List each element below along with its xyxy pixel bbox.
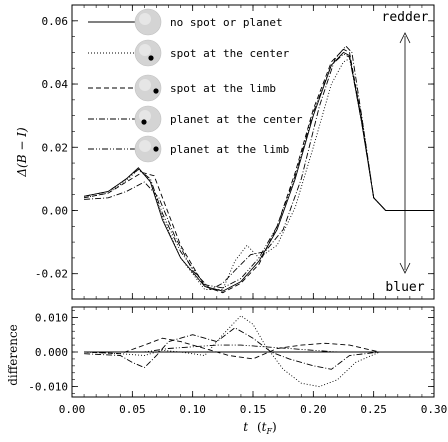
main-panel: -0.02 0.00 0.02 0.04 0.06 no spot or planet sp… — [35, 4, 435, 300]
diff-series-spot-at-the-center — [84, 315, 434, 388]
star-highlight-icon — [139, 79, 151, 91]
main-series-planet-at-the-center — [84, 45, 434, 291]
x-axis-label: t (tF) — [243, 420, 276, 436]
star-highlight-icon — [139, 44, 151, 56]
difference-panel: -0.010 0.000 0.010 0.00 0.05 0.10 0.15 0.20 0.25… — [28, 306, 448, 416]
main-series-spot-at-the-center — [84, 58, 434, 290]
main-ytick-label: 0.00 — [42, 204, 69, 217]
x-tick-label: 0.10 — [179, 403, 206, 416]
main-ytick-label: 0.04 — [42, 78, 69, 91]
main-y-axis-label: Δ(B − I) — [15, 127, 29, 178]
legend-label-planet-at-the-limb: planet at the limb — [170, 143, 289, 156]
x-axis-label-subscript: F — [265, 427, 272, 436]
annotation-redder: redder — [382, 10, 429, 25]
diff-ytick-label: 0.010 — [35, 311, 68, 324]
x-axis-label-unit: t — [262, 420, 267, 434]
annotation-bluer: bluer — [385, 280, 424, 295]
planet-dot-icon — [153, 146, 159, 152]
main-ytick-label: 0.02 — [42, 141, 69, 154]
main-ytick-label: -0.02 — [35, 268, 68, 281]
legend-label-spot-at-the-center: spot at the center — [170, 47, 290, 60]
diff-y-axis-label: difference — [6, 324, 20, 386]
x-axis-label-var: t — [243, 420, 248, 434]
main-series-planet-at-the-limb — [84, 53, 434, 289]
star-highlight-icon — [139, 13, 151, 25]
diff-ytick-label: -0.010 — [28, 381, 68, 394]
x-axis-label-paren-close: ) — [272, 420, 277, 434]
legend: no spot or planet spot at the center spot … — [88, 8, 303, 163]
x-tick-label: 0.25 — [360, 403, 387, 416]
legend-label-spot-at-the-limb: spot at the limb — [170, 82, 276, 95]
planet-dot-icon — [141, 119, 147, 125]
star-highlight-icon — [139, 140, 151, 152]
diff-series-planet-at-the-limb — [84, 344, 434, 353]
diff-series-spot-at-the-limb — [84, 337, 434, 360]
x-axis-label-paren-open: ( — [257, 420, 262, 434]
x-tick-label: 0.20 — [300, 403, 327, 416]
legend-label-planet-at-the-center: planet at the center — [170, 113, 303, 126]
spot-dot-icon — [153, 88, 159, 94]
diff-series-planet-at-the-center — [84, 327, 434, 370]
diff-ytick-label: 0.000 — [35, 346, 68, 359]
main-series-spot-at-the-limb — [84, 48, 434, 294]
star-highlight-icon — [139, 110, 151, 122]
x-tick-label: 0.05 — [119, 403, 146, 416]
x-tick-label: 0.00 — [59, 403, 86, 416]
main-ytick-label: 0.06 — [42, 15, 69, 28]
x-tick-label: 0.15 — [240, 403, 267, 416]
bluer-arrow-icon — [399, 262, 411, 274]
spot-dot-icon — [148, 55, 154, 61]
redder-arrow-icon — [399, 32, 411, 44]
legend-label-no-spot-or-planet: no spot or planet — [170, 16, 283, 29]
x-tick-label: 0.30 — [421, 403, 448, 416]
